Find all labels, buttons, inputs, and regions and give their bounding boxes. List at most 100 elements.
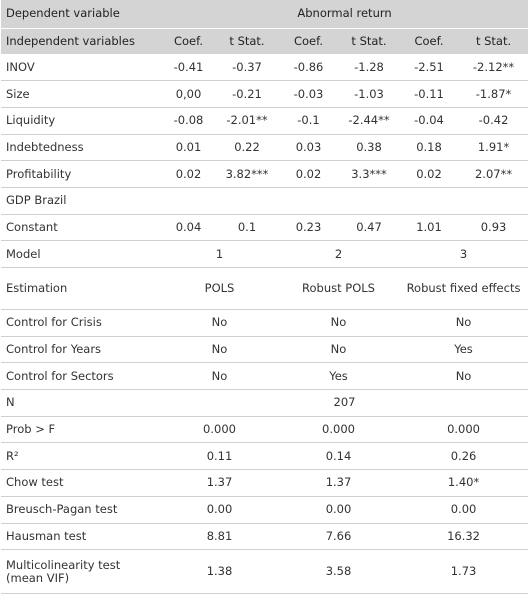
table-cell: -1.87* [459,80,529,108]
table-cell: -0.42 [459,107,529,135]
table-row: Breusch-Pagan test 0.00 0.00 0.00 [1,496,529,524]
column-header: Coef. [278,28,339,55]
table-row: GDP Brazil [1,187,529,215]
row-label: Model [1,240,161,268]
table-cell: 0.02 [278,160,339,188]
table-cell: -0.04 [399,107,459,135]
table-cell: -2.01** [216,107,278,135]
row-label: Size [1,80,161,108]
table-cell: No [161,336,278,364]
table-row: Indebtedness 0.01 0.22 0.03 0.38 0.18 1.91* [1,134,529,162]
header-row: Independent variables Coef. t Stat. Coef. t … [1,28,529,55]
row-label: GDP Brazil [1,187,161,215]
table-cell: 3.82*** [216,160,278,188]
table-cell: Robust POLS [278,267,399,310]
table-row: R² 0.11 0.14 0.26 [1,442,529,471]
table-cell: 0.000 [278,416,399,444]
table-cell: 0.93 [459,214,529,242]
table-row: Multicolinearity test (mean VIF) 1.38 3.58… [1,549,529,595]
table-cell: 0.26 [399,442,529,471]
table-cell: 3.3*** [339,160,399,188]
row-label: Control for Years [1,336,161,364]
table-row: Chow test 1.37 1.37 1.40* [1,469,529,497]
table-cell: 8.81 [161,523,278,551]
table-cell: Robust fixed effects [399,267,529,310]
table-cell: 0.02 [399,160,459,188]
row-label: Chow test [1,469,161,497]
empty-cell [161,187,529,215]
row-label: Breusch-Pagan test [1,496,161,524]
table-cell: Yes [278,362,399,391]
table-cell: 0.00 [278,496,399,524]
column-header: Coef. [399,28,459,55]
table-cell: 7.66 [278,523,399,551]
header-cell: Dependent variable [1,0,161,29]
table-row: Constant 0.04 0.1 0.23 0.47 1.01 0.93 [1,214,529,242]
table-cell: 1.01 [399,214,459,242]
table-cell: 0.14 [278,442,399,471]
table-cell: 1.37 [161,469,278,497]
table-cell: 1.73 [399,549,529,595]
table-cell: 2.07** [459,160,529,188]
row-label: Profitability [1,160,161,188]
table-cell: 3 [399,240,529,268]
table-cell: 207 [161,389,529,417]
table-cell: -0.41 [161,54,216,82]
table-cell: -2.51 [399,54,459,82]
table-cell: 2 [278,240,399,268]
table-cell: POLS [161,267,278,310]
row-label: Multicolinearity test (mean VIF) [1,549,161,595]
row-label: N [1,389,161,417]
table-cell: -0.1 [278,107,339,135]
table-cell: 1.40* [399,469,529,497]
table-row: Liquidity -0.08 -2.01** -0.1 -2.44** -0.04 -0.… [1,107,529,135]
header-cell: Abnormal return [161,0,529,29]
column-header: Coef. [161,28,216,55]
table-row: Hausman test 8.81 7.66 16.32 [1,523,529,551]
table-cell: 0.11 [161,442,278,471]
row-label: Prob > F [1,416,161,444]
row-label: Control for Sectors [1,362,161,391]
row-label: Control for Crisis [1,309,161,337]
table-cell: No [161,309,278,337]
table-row: Control for Years No No Yes [1,336,529,364]
table-row: Model 1 2 3 [1,240,529,268]
table-row: Profitability 0.02 3.82*** 0.02 3.3*** 0.02 2.… [1,160,529,188]
row-label: INOV [1,54,161,82]
table-cell: 0.04 [161,214,216,242]
table-cell: 0.01 [161,134,216,162]
table-cell: -0.86 [278,54,339,82]
table-cell: 0.38 [339,134,399,162]
table-cell: -1.03 [339,80,399,108]
table-cell: No [399,362,529,391]
row-label: Constant [1,214,161,242]
row-label: Hausman test [1,523,161,551]
table-cell: 0.00 [161,496,278,524]
table-cell: -0.21 [216,80,278,108]
table-cell: 0.47 [339,214,399,242]
table-cell: -0.11 [399,80,459,108]
table-cell: 1.38 [161,549,278,595]
column-header: t Stat. [459,28,529,55]
table-cell: 0.1 [216,214,278,242]
table-cell: 0,00 [161,80,216,108]
table-row: INOV -0.41 -0.37 -0.86 -1.28 -2.51 -2.12** [1,54,529,82]
row-label: Indebtedness [1,134,161,162]
table-cell: 16.32 [399,523,529,551]
table-cell: -0.03 [278,80,339,108]
table-cell: 3.58 [278,549,399,595]
table-cell: No [278,336,399,364]
table-cell: -2.44** [339,107,399,135]
table-cell: 1 [161,240,278,268]
row-label: Estimation [1,267,161,310]
header-row: Dependent variable Abnormal return [1,0,529,29]
table-cell: 0.03 [278,134,339,162]
table-cell: 1.37 [278,469,399,497]
column-header: t Stat. [216,28,278,55]
table-cell: No [399,309,529,337]
table-cell: -0.37 [216,54,278,82]
table-row: Estimation POLS Robust POLS Robust fixed ef… [1,267,529,310]
column-header: Independent variables [1,28,161,55]
